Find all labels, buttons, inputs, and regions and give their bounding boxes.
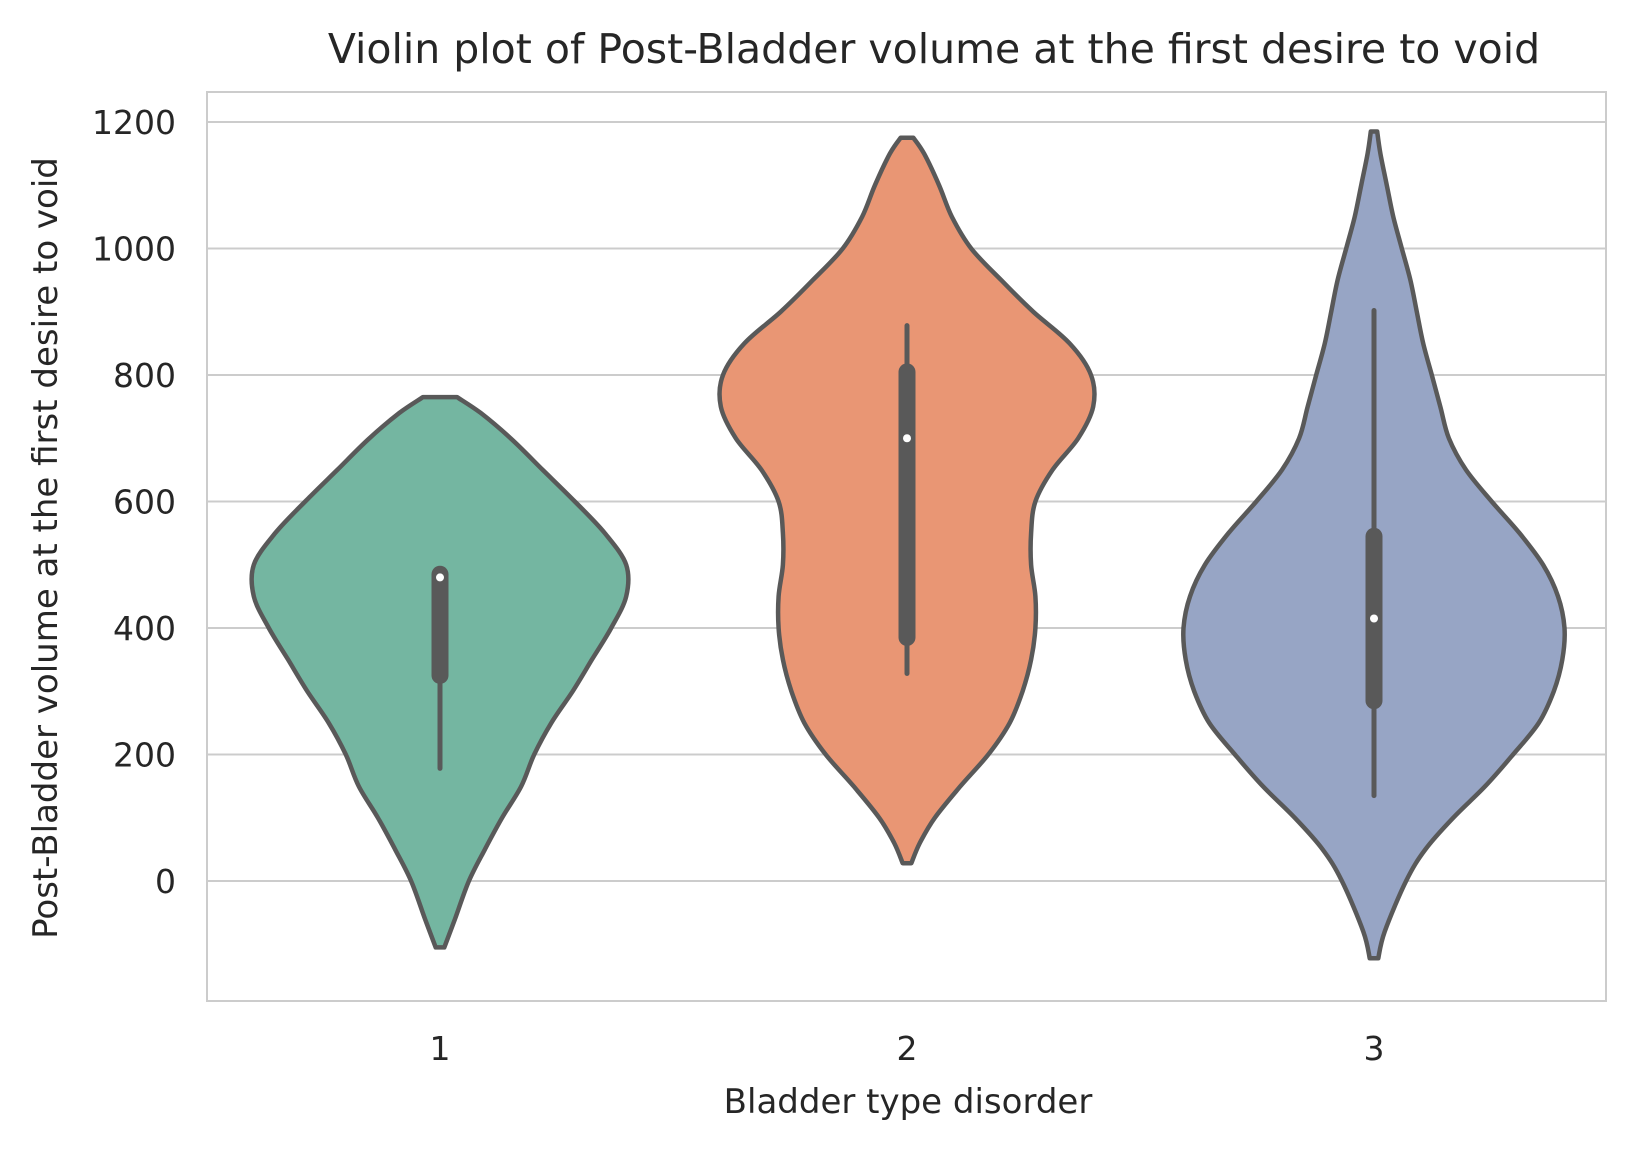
tick-layer: 0 200 400 600 800 1000 1200 1 2 3	[92, 103, 1384, 1068]
y-tick-label-1000: 1000	[92, 230, 176, 269]
median-dot-1	[436, 573, 444, 582]
median-dot-2	[903, 434, 911, 443]
median-dot-3	[1370, 614, 1378, 623]
x-axis-label: Bladder type disorder	[724, 1082, 1093, 1122]
y-tick-label-600: 600	[113, 483, 176, 522]
violin-2	[717, 135, 1097, 866]
x-tick-label-2: 2	[897, 1029, 918, 1068]
y-axis-label: Post-Bladder volume at the first desire …	[26, 157, 66, 939]
x-tick-label-1: 1	[430, 1029, 451, 1068]
x-tick-label-3: 3	[1364, 1029, 1385, 1068]
chart-title: Violin plot of Post-Bladder volume at th…	[328, 25, 1540, 73]
y-tick-label-800: 800	[113, 356, 176, 395]
violin-1	[249, 394, 631, 950]
y-tick-label-0: 0	[155, 862, 176, 901]
y-tick-label-1200: 1200	[92, 103, 176, 142]
y-tick-label-200: 200	[113, 736, 176, 775]
violin-3	[1181, 129, 1567, 961]
plot-frame	[206, 91, 1607, 1002]
y-tick-label-400: 400	[113, 609, 176, 648]
violin-layer	[249, 129, 1567, 961]
